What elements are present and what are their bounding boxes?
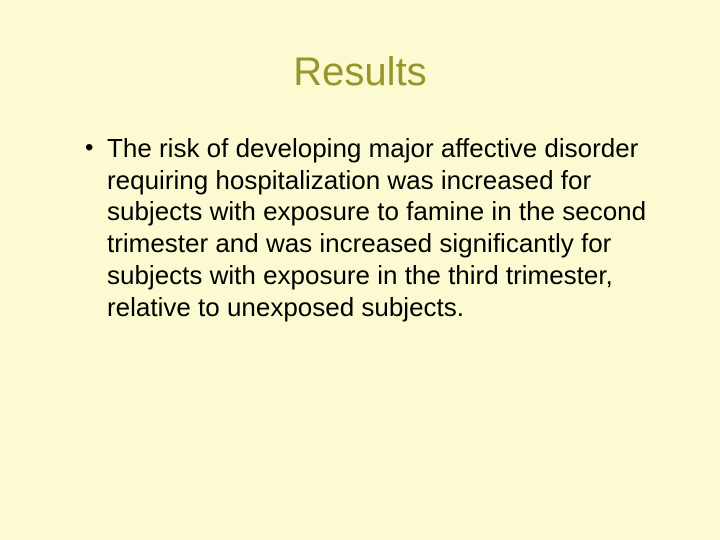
slide-title: Results [55, 50, 665, 95]
slide-container: Results The risk of developing major aff… [0, 0, 720, 540]
bullet-item: The risk of developing major affective d… [85, 133, 665, 323]
bullet-text: The risk of developing major affective d… [107, 133, 646, 322]
slide-content: The risk of developing major affective d… [55, 133, 665, 323]
